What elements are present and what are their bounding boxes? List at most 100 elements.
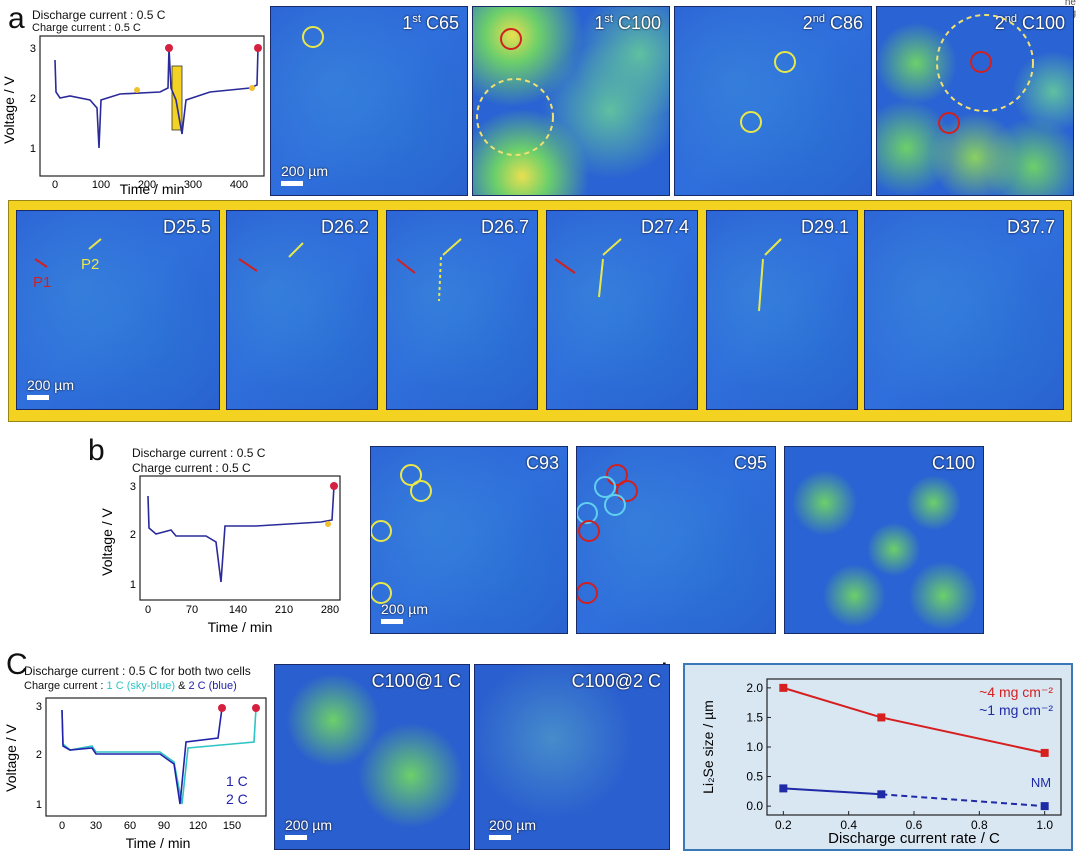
c-image-1c: C100@1 C 200 µm (274, 664, 470, 850)
a-image-c65: 1st C65 200 µm (270, 6, 468, 196)
b-caption-charge: Charge current : 0.5 C (132, 461, 251, 475)
a-caption-charge: Charge current : 0.5 C (32, 22, 141, 34)
d-series-line (783, 686, 882, 719)
dashed-circle (936, 14, 1034, 112)
c-red-dot (218, 704, 226, 712)
d-data-point (779, 784, 788, 793)
yellow-circle (371, 520, 392, 542)
c-image-label: C100@1 C (371, 671, 461, 691)
a-red-dot (165, 44, 173, 52)
yellow-circle (410, 480, 432, 502)
a-image-label: 2nd C86 (802, 13, 863, 33)
d-xtick-label: 0.8 (971, 818, 988, 832)
a-xlabel: Time / min (120, 181, 185, 197)
red-circle (938, 112, 960, 134)
a-image-label: D37.7 (1006, 217, 1055, 237)
corner-text-1: ne (1064, 0, 1076, 8)
red-arrow (396, 258, 416, 274)
yellow-arrow (602, 238, 622, 256)
d-series-line (881, 793, 1045, 808)
d-ylabel: Li₂Se size / µm (700, 700, 716, 794)
cyan-circle (577, 502, 598, 524)
scale-bar: 200 µm (27, 377, 74, 400)
panel-label-c: C (6, 648, 28, 681)
b-xtick: 140 (229, 604, 247, 616)
c-caption-mid: & (175, 680, 189, 692)
d-series-line (783, 787, 882, 796)
c-caption-prefix: Charge current : (24, 680, 107, 692)
c-caption-discharge: Discharge current : 0.5 C for both two c… (24, 664, 251, 678)
yellow-line (758, 258, 764, 312)
b-yellow-dot (325, 521, 331, 527)
d-xtick-label: 0.6 (906, 818, 923, 832)
b-image-label: C93 (525, 453, 559, 473)
d-ytick-label: 0.5 (746, 770, 763, 784)
a-yellow-dot (134, 87, 140, 93)
b-xtick: 280 (321, 604, 339, 616)
yellow-line (598, 258, 604, 298)
c-plot-frame (45, 697, 267, 817)
yellow-circle (740, 111, 762, 133)
a-image-d26-2: D26.2 (226, 210, 378, 410)
yellow-circle (302, 26, 324, 48)
label-p2: P2 (81, 256, 99, 273)
a-voltage-plot: Voltage / V Time / min 0 100 200 300 400… (1, 35, 265, 197)
c-xtick: 60 (124, 820, 136, 832)
b-ylabel: Voltage / V (99, 507, 115, 575)
c-xlabel: Time / min (126, 835, 191, 851)
d-xlabel: Discharge current rate / C (828, 830, 1000, 847)
a-image-label: 1st C65 (402, 13, 459, 33)
b-caption-discharge: Discharge current : 0.5 C (132, 446, 266, 460)
d-legend-1mg: ~1 mg cm⁻² (979, 702, 1053, 718)
a-xtick: 200 (138, 179, 156, 191)
c-voltage-plot: Voltage / V Time / min 0 30 60 90 120 15… (3, 697, 267, 851)
yellow-dashed-line (438, 256, 442, 302)
red-circle (577, 582, 598, 604)
b-image-c95: C95 (576, 446, 776, 634)
b-xtick: 70 (186, 604, 198, 616)
a-xtick: 100 (92, 179, 110, 191)
yellow-arrow (288, 242, 304, 258)
a-caption-discharge: Discharge current : 0.5 C (32, 8, 166, 22)
d-ytick-label: 2.0 (746, 681, 763, 695)
c-xtick: 0 (59, 820, 65, 832)
d-chart-panel (683, 663, 1073, 851)
d-xtick-label: 0.2 (775, 818, 792, 832)
c-xtick: 150 (223, 820, 241, 832)
a-xtick: 0 (52, 179, 58, 191)
yellow-circle (371, 582, 392, 604)
b-ytick: 2 (130, 529, 136, 541)
d-chart: Li₂Se size / µm Discharge current rate /… (700, 678, 1062, 847)
c-curve-2c (61, 707, 223, 805)
c-ylabel: Voltage / V (3, 723, 19, 791)
b-red-dot (330, 482, 338, 490)
red-arrow (554, 258, 576, 274)
c-caption-1c: 1 C (sky-blue) (106, 680, 176, 692)
a-image-1st-c100: 1st C100 (472, 6, 670, 196)
a-image-d29-1: D29.1 (706, 210, 858, 410)
d-ytick-label: 1.5 (746, 710, 763, 724)
c-curve-1c (61, 707, 257, 805)
a-image-d26-7: D26.7 (386, 210, 538, 410)
d-ytick-label: 1.0 (746, 740, 763, 754)
scale-bar: 200 µm (489, 817, 536, 840)
a-image-label: D25.5 (162, 217, 211, 237)
c-red-dot (252, 704, 260, 712)
b-plot-frame (139, 475, 341, 601)
b-ytick: 3 (130, 481, 136, 493)
b-voltage-plot: Voltage / V Time / min 0 70 140 210 280 … (99, 475, 341, 635)
c-legend-2c: 2 C (226, 791, 248, 807)
b-ytick: 1 (130, 579, 136, 591)
yellow-arrow (442, 238, 462, 256)
a-yellow-dot (249, 85, 255, 91)
d-ytick-label: 0.0 (746, 799, 763, 813)
a-image-2nd-c100: 2nd C100 (876, 6, 1074, 196)
yellow-arrow (88, 238, 102, 250)
a-image-label: D26.2 (320, 217, 369, 237)
c-caption-2c: 2 C (blue) (188, 680, 237, 692)
a-red-dot (254, 44, 262, 52)
a-voltage-curve (54, 47, 259, 149)
d-legend-4mg: ~4 mg cm⁻² (979, 684, 1053, 700)
a-ylabel: Voltage / V (1, 75, 17, 143)
b-xtick: 0 (145, 604, 151, 616)
